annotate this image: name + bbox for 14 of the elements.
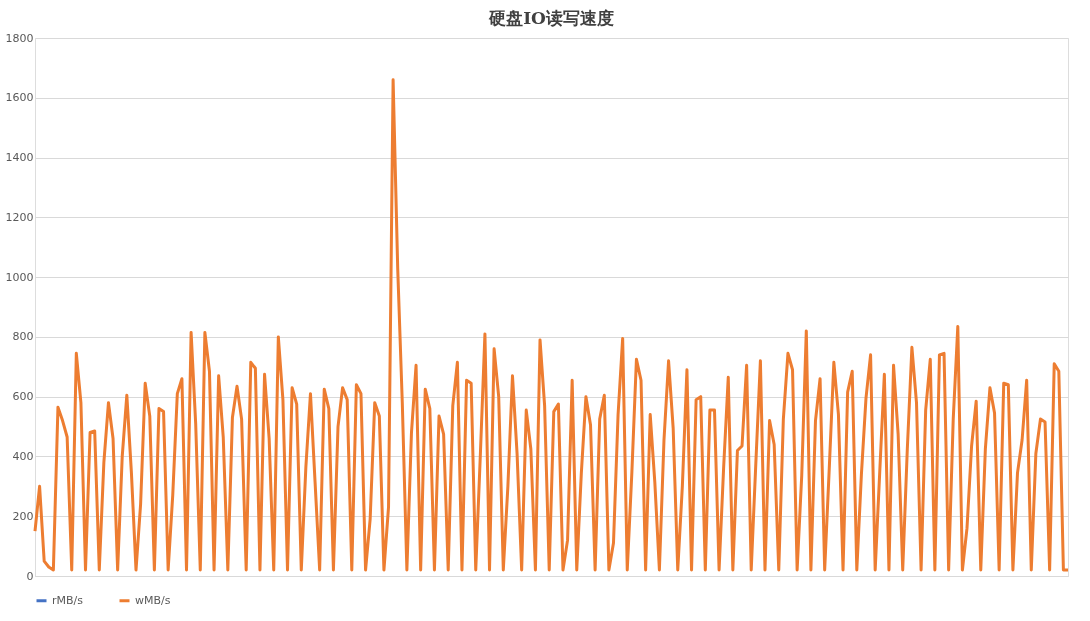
legend-label: rMB/s [52,593,84,607]
y-tick-label: 1600 [5,91,34,105]
y-tick-label: 600 [12,390,34,404]
y-tick-label: 200 [12,509,34,523]
line-series [33,78,1070,572]
y-tick-label: 0 [26,569,34,583]
y-tick-label: 1800 [5,31,34,45]
chart-title: 硬盘IO读写速度 [488,8,614,28]
y-tick-label: 1200 [5,210,34,224]
y-tick-label: 400 [12,449,34,463]
y-tick-label: 1000 [5,270,34,284]
y-tick-label: 1400 [5,151,34,165]
y-tick-label: 800 [12,330,34,344]
legend-label: wMB/s [135,593,171,607]
